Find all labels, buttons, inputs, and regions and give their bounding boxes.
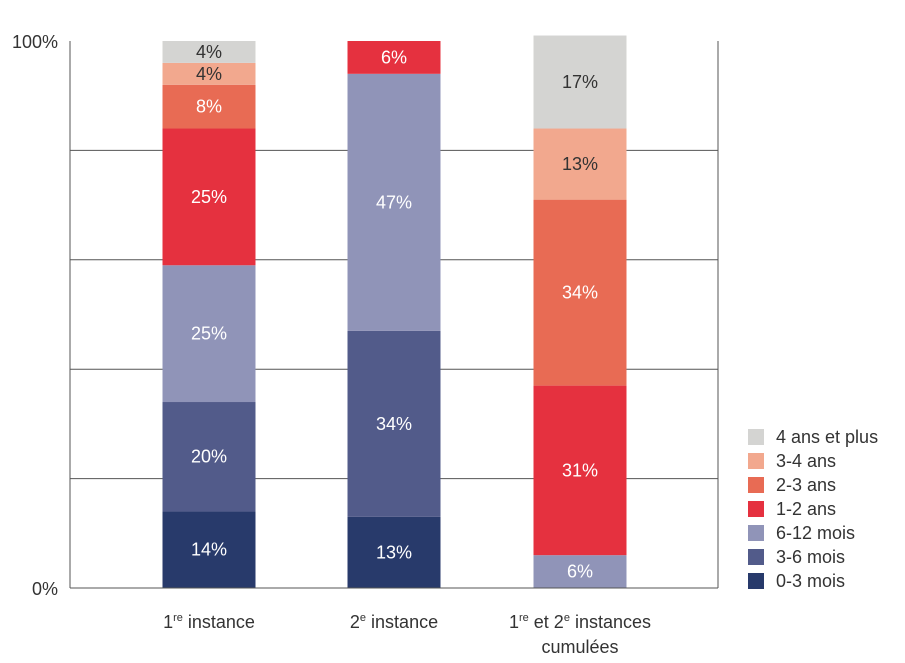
data-label: 17%: [562, 72, 598, 92]
legend-label: 0-3 mois: [776, 571, 845, 591]
legend-swatch: [748, 477, 764, 493]
bar-segment: [347, 41, 441, 74]
bar-segment: [347, 73, 441, 331]
bar-segment: [533, 35, 627, 129]
data-label: 20%: [191, 447, 227, 467]
data-label: 34%: [562, 283, 598, 303]
y-tick-label: 100%: [12, 32, 58, 52]
legend-swatch: [748, 501, 764, 517]
data-label: 34%: [376, 414, 412, 434]
bar-segment: [162, 402, 256, 512]
category-label: 1re instance: [163, 612, 255, 632]
legend-swatch: [748, 573, 764, 589]
legend-item: 3-4 ans: [748, 451, 836, 471]
legend-swatch: [748, 549, 764, 565]
y-tick-label: 0%: [32, 579, 58, 599]
legend-label: 3-4 ans: [776, 451, 836, 471]
bar-segment: [162, 128, 256, 266]
legend-item: 3-6 mois: [748, 547, 845, 567]
bar-segment: [162, 62, 256, 85]
category-label-line2: cumulées: [541, 637, 618, 657]
bar-segment: [533, 385, 627, 556]
bar-segment: [347, 516, 441, 588]
legend-item: 4 ans et plus: [748, 427, 878, 447]
legend-swatch: [748, 453, 764, 469]
data-label: 4%: [196, 42, 222, 62]
bar-segment: [347, 330, 441, 517]
bar-segment: [533, 555, 627, 588]
bar-segment: [162, 511, 256, 588]
legend-item: 0-3 mois: [748, 571, 845, 591]
data-label: 31%: [562, 460, 598, 480]
data-label: 6%: [381, 47, 407, 67]
data-label: 14%: [191, 540, 227, 560]
legend-item: 6-12 mois: [748, 523, 855, 543]
legend-item: 2-3 ans: [748, 475, 836, 495]
bar-segment: [162, 84, 256, 129]
data-label: 13%: [376, 542, 412, 562]
bar-segment: [533, 199, 627, 386]
legend-label: 3-6 mois: [776, 547, 845, 567]
category-label: 1re et 2e instances: [509, 612, 651, 632]
legend-label: 2-3 ans: [776, 475, 836, 495]
data-label: 6%: [567, 562, 593, 582]
bar-segment: [533, 128, 627, 200]
data-label: 25%: [191, 324, 227, 344]
data-label: 8%: [196, 97, 222, 117]
axes: 0% 100% 1re instance 2e instance 1re et 2e i…: [12, 32, 719, 657]
category-label: 2e instance: [350, 612, 438, 632]
data-label: 25%: [191, 187, 227, 207]
bar-segment: [162, 265, 256, 403]
data-label: 13%: [562, 154, 598, 174]
legend-swatch: [748, 429, 764, 445]
legend-label: 6-12 mois: [776, 523, 855, 543]
legend-item: 1-2 ans: [748, 499, 836, 519]
legend-label: 1-2 ans: [776, 499, 836, 519]
legend-label: 4 ans et plus: [776, 427, 878, 447]
bar-segment: [162, 41, 256, 63]
legend: 4 ans et plus 3-4 ans 2-3 ans 1-2 ans 6-12 m…: [748, 427, 878, 591]
bars: 14% 20% 25% 25% 8% 4%4% 13% 34% 47% 6% 6% 31% 34% 13%…: [162, 35, 627, 588]
data-label: 4%: [196, 64, 222, 84]
legend-swatch: [748, 525, 764, 541]
data-label: 47%: [376, 192, 412, 212]
